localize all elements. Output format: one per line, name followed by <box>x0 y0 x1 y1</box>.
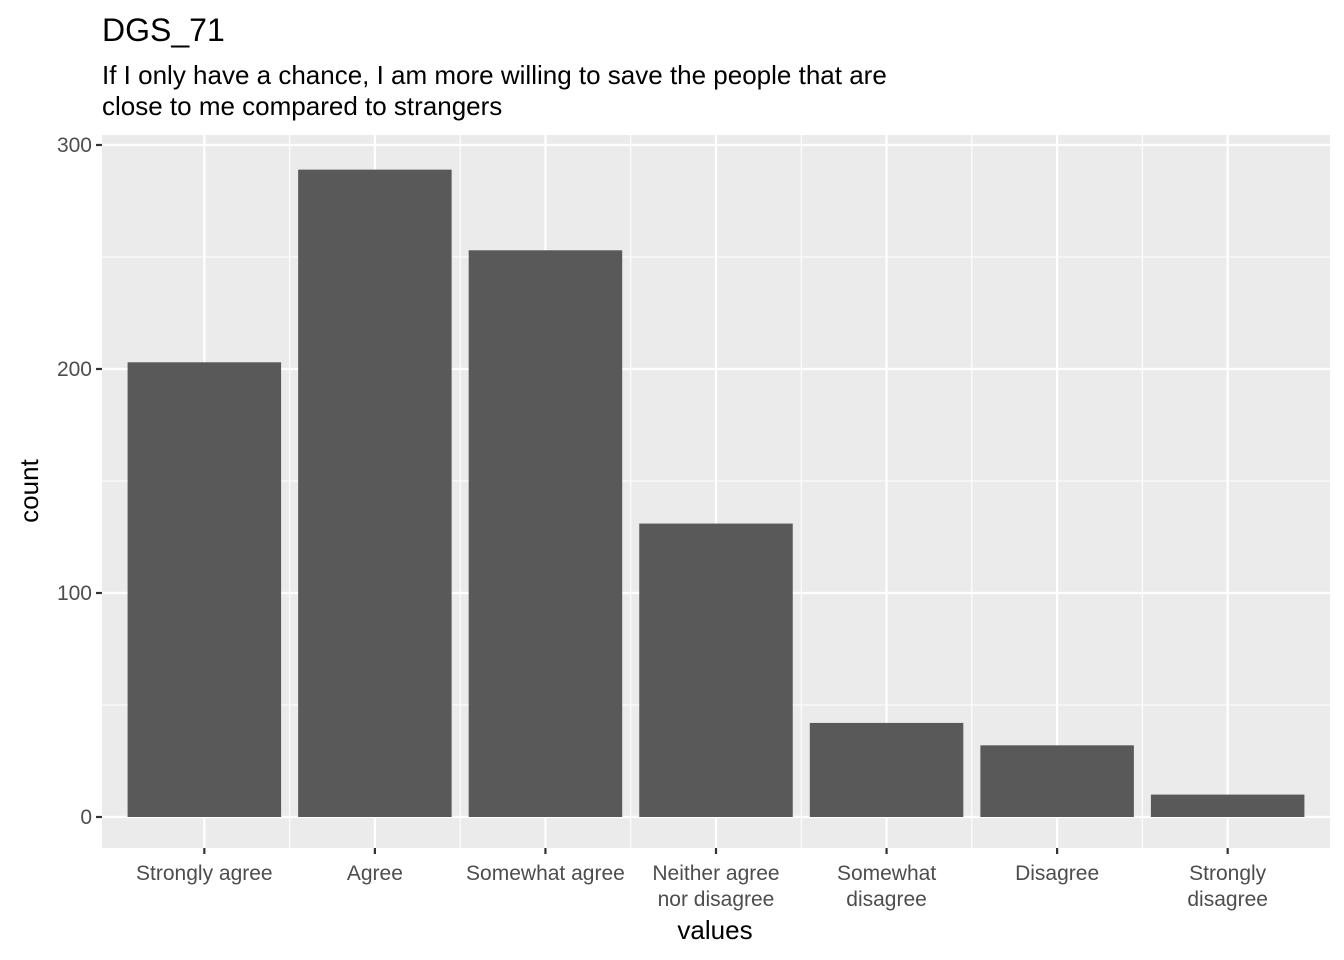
x-tick-label: Neither agree nor disagree <box>652 862 779 911</box>
y-tick-label: 200 <box>57 358 92 381</box>
bar <box>127 362 282 817</box>
x-axis-title: values <box>677 915 752 945</box>
x-tick-label: Somewhat agree <box>466 862 625 885</box>
x-tick-label: Agree <box>347 862 403 885</box>
bar <box>639 523 793 817</box>
y-tick-label: 0 <box>80 806 92 829</box>
x-tick-label: Strongly agree <box>136 862 273 885</box>
x-tick-label: Disagree <box>1015 862 1099 885</box>
bar <box>1150 794 1305 817</box>
y-tick-label: 300 <box>57 134 92 157</box>
bar <box>980 745 1134 817</box>
chart-title: DGS_71 <box>102 12 225 48</box>
x-tick-label: Strongly disagree <box>1187 862 1268 911</box>
x-tick-label: Somewhat disagree <box>837 862 936 911</box>
y-tick-label: 100 <box>57 582 92 605</box>
chart-subtitle-line-1: If I only have a chance, I am more willi… <box>102 60 887 90</box>
bar <box>809 722 964 817</box>
bar <box>298 169 452 817</box>
x-axis: Strongly agree Agree Somewhat agree Neither… <box>136 848 1268 911</box>
bars <box>127 169 1305 817</box>
y-axis-title: count <box>14 458 44 522</box>
y-axis: 0 100 200 300 <box>57 134 102 829</box>
chart-subtitle-line-2: close to me compared to strangers <box>102 91 502 121</box>
bar <box>468 250 623 817</box>
